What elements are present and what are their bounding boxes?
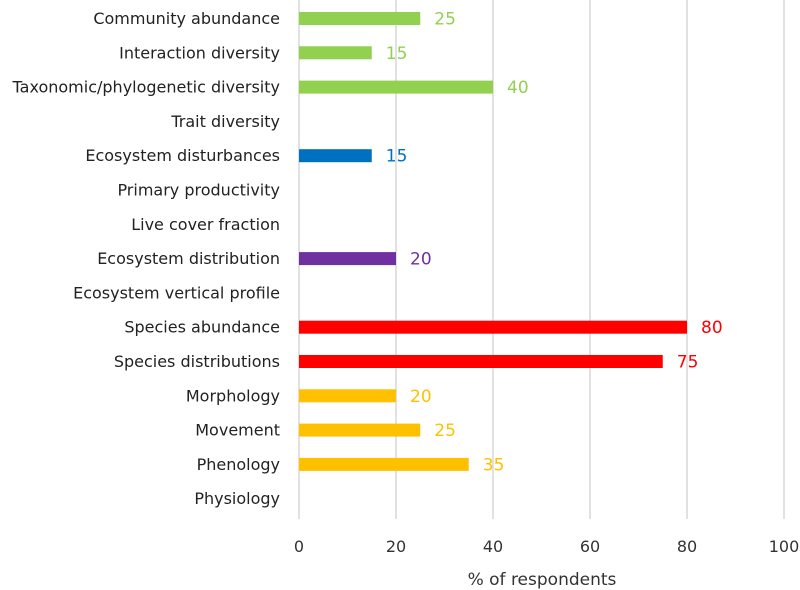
category-label: Morphology bbox=[186, 386, 280, 405]
data-label: 25 bbox=[434, 421, 456, 441]
data-label: 15 bbox=[386, 147, 408, 167]
data-label: 20 bbox=[410, 387, 432, 407]
bar bbox=[299, 80, 493, 94]
category-label: Physiology bbox=[194, 489, 280, 508]
data-label: 25 bbox=[434, 10, 456, 30]
data-label: 40 bbox=[507, 78, 529, 98]
category-label: Primary productivity bbox=[117, 181, 280, 200]
x-tick-label: 40 bbox=[483, 537, 503, 556]
data-label: 15 bbox=[386, 44, 408, 64]
bar bbox=[299, 320, 687, 334]
bar bbox=[299, 423, 421, 437]
x-tick-label: 60 bbox=[580, 537, 600, 556]
category-label: Species distributions bbox=[114, 352, 280, 371]
category-labels: Community abundance Interaction diversity… bbox=[12, 9, 280, 508]
x-axis-title: % of respondents bbox=[468, 570, 617, 590]
bar bbox=[299, 389, 396, 403]
bar bbox=[299, 46, 372, 60]
x-tick-labels: 0 20 40 60 80 100 bbox=[294, 537, 799, 556]
category-label: Species abundance bbox=[124, 318, 280, 337]
bar bbox=[299, 252, 396, 266]
category-label: Phenology bbox=[197, 455, 280, 474]
bar bbox=[299, 355, 663, 368]
data-label: 75 bbox=[677, 353, 699, 373]
category-label: Movement bbox=[195, 421, 280, 440]
bar bbox=[299, 457, 469, 471]
category-label: Ecosystem vertical profile bbox=[73, 283, 280, 302]
category-label: Trait diversity bbox=[170, 112, 280, 131]
x-tick-label: 20 bbox=[386, 537, 406, 556]
category-label: Community abundance bbox=[93, 9, 280, 28]
data-label: 20 bbox=[410, 250, 432, 270]
x-tick-label: 0 bbox=[294, 537, 304, 556]
data-label: 35 bbox=[483, 455, 505, 475]
bars bbox=[299, 12, 687, 471]
x-tick-label: 80 bbox=[677, 537, 697, 556]
x-tick-label: 100 bbox=[769, 537, 800, 556]
bar bbox=[299, 149, 372, 163]
category-label: Live cover fraction bbox=[131, 215, 280, 234]
category-label: Interaction diversity bbox=[119, 43, 280, 62]
category-label: Taxonomic/phylogenetic diversity bbox=[12, 78, 280, 97]
data-label: 80 bbox=[701, 318, 723, 338]
bar bbox=[299, 12, 421, 25]
category-label: Ecosystem disturbances bbox=[85, 146, 280, 165]
category-label: Ecosystem distribution bbox=[97, 249, 280, 268]
